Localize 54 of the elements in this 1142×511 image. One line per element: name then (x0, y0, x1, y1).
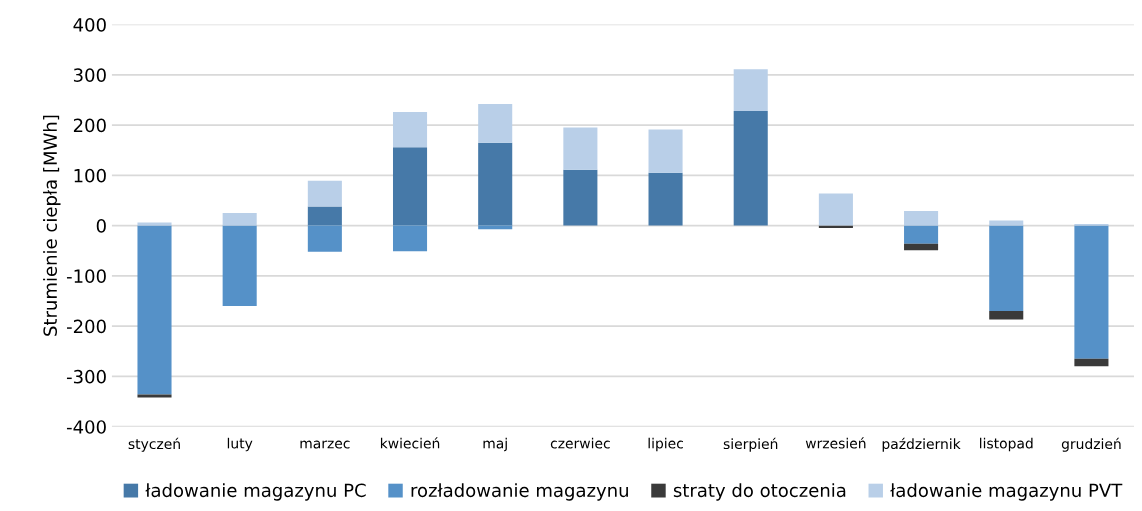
y-axis-title: Strumienie ciepła [MWh] (43, 115, 61, 336)
y-tick-label: -300 (66, 369, 106, 384)
y-tick-label: 400 (73, 17, 106, 32)
bar (222, 225, 257, 307)
x-tick-label: luty (227, 437, 253, 452)
bar (1074, 358, 1109, 367)
bar (137, 394, 172, 398)
x-tick-label: kwiecień (380, 437, 440, 449)
x-tick-label: październik (882, 437, 961, 452)
bar (648, 172, 683, 226)
bar (392, 225, 428, 252)
bar (733, 110, 768, 226)
y-tick-label: 200 (73, 118, 106, 133)
bar (733, 69, 768, 111)
x-tick-label: marzec (300, 440, 350, 449)
x-tick-label: maj (483, 437, 507, 452)
bar (307, 180, 342, 207)
y-tick-label: -200 (66, 319, 106, 334)
bar (989, 311, 1024, 320)
x-tick-label: grudzień (1061, 437, 1121, 452)
y-tick-label: -100 (66, 269, 106, 283)
y-tick-label: -400 (66, 420, 106, 434)
x-tick-label: czerwiec (550, 437, 610, 449)
bar (904, 211, 939, 226)
x-tick-label: sierpień (723, 437, 778, 452)
legend-label: rozładowanie magazynu (411, 483, 628, 501)
y-tick-label: 300 (73, 68, 106, 82)
x-tick-label: lipiec (648, 437, 683, 452)
bar (648, 129, 683, 173)
x-tick-label: styczeń (128, 437, 180, 452)
legend-label: ładowanie magazynu PVT (890, 483, 1123, 501)
bar (478, 103, 513, 143)
bar (307, 225, 342, 252)
bar (563, 127, 598, 170)
y-tick-label: 100 (74, 168, 106, 183)
bar (904, 225, 939, 244)
legend-label: straty do otoczenia (673, 483, 846, 501)
y-tick-label: 0 (96, 219, 106, 233)
bar (989, 220, 1024, 226)
x-tick-label: wrzesień (805, 437, 866, 449)
bar (1074, 225, 1109, 359)
bar (392, 147, 428, 226)
bar (989, 225, 1024, 312)
bar (222, 213, 257, 226)
bar (137, 225, 172, 395)
legend-label: ładowanie magazynu PC (145, 483, 366, 501)
bar (478, 142, 513, 226)
x-tick-label: listopad (980, 437, 1033, 452)
bar (307, 206, 342, 226)
bar (904, 243, 939, 251)
bar (818, 193, 853, 226)
bar (563, 169, 598, 226)
bar (392, 112, 428, 148)
bar (137, 222, 172, 226)
